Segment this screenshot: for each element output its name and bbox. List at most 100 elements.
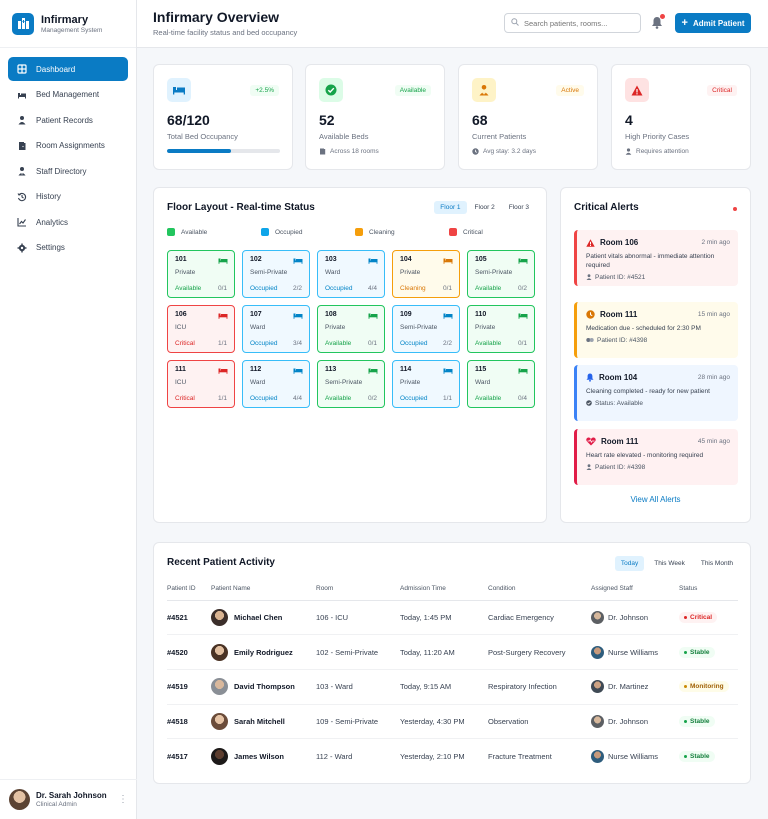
sidebar-item-bed-management[interactable]: Bed Management <box>8 83 128 107</box>
avatar <box>591 714 604 728</box>
alert-item[interactable]: Room 106 2 min ago Patient vitals abnorm… <box>574 230 738 286</box>
table-row[interactable]: #4520 Emily Rodriguez 102 - Semi-Private To… <box>167 634 738 670</box>
sidebar-item-staff-directory[interactable]: Staff Directory <box>8 159 128 183</box>
alert-message: Patient vitals abnormal - immediate atte… <box>586 253 715 269</box>
bed-icon <box>443 312 453 321</box>
status-badge: Stable <box>679 715 715 727</box>
section-title: Critical Alerts <box>574 202 639 213</box>
room-status: Occupied <box>325 285 353 292</box>
sidebar-item-settings[interactable]: Settings <box>8 236 128 260</box>
room-type: Private <box>475 324 496 331</box>
more-vertical-icon[interactable]: ⋮ <box>118 794 128 805</box>
stat-value: 68 <box>472 112 488 128</box>
admission-time-cell: Yesterday, 4:30 PM <box>400 704 488 740</box>
condition-cell: Respiratory Infection <box>488 669 591 705</box>
column-header: Admission Time <box>400 577 488 601</box>
sidebar-item-patient-records[interactable]: Patient Records <box>8 108 128 132</box>
tab-floor-3[interactable]: Floor 3 <box>508 204 529 211</box>
room-number: 113 <box>325 366 337 373</box>
stat-label: High Priority Cases <box>625 132 690 141</box>
alert-title: Room 111 <box>586 310 729 319</box>
room-card[interactable]: 104 Private Cleaning 0/1 <box>392 250 460 298</box>
room-cell: 102 - Semi-Private <box>316 634 400 670</box>
patient-id: #4519 <box>167 669 211 705</box>
room-card[interactable]: 108 Private Available 0/1 <box>317 305 385 353</box>
room-type: Semi-Private <box>250 269 288 276</box>
room-card[interactable]: 101 Private Available 0/1 <box>167 250 235 298</box>
column-header: Assigned Staff <box>591 577 679 601</box>
alert-item[interactable]: Room 104 28 min ago Cleaning completed -… <box>574 365 738 421</box>
table-row[interactable]: #4519 David Thompson 103 - Ward Today, 9:15… <box>167 669 738 705</box>
status-badge: Stable <box>679 750 715 762</box>
top-header: Infirmary Overview Real-time facility st… <box>137 0 768 48</box>
alert-title: Room 106 <box>586 238 729 247</box>
status-text: Stable <box>690 648 710 656</box>
room-type: Private <box>400 379 421 386</box>
room-occupancy: 0/1 <box>217 285 227 292</box>
stat-value: 68/120 <box>167 112 210 128</box>
room-card[interactable]: 103 Ward Occupied 4/4 <box>317 250 385 298</box>
occupancy-progress-bar <box>167 149 280 153</box>
sidebar-item-label: Room Assignments <box>36 141 105 150</box>
tab-floor-2[interactable]: Floor 2 <box>474 204 495 211</box>
room-occupancy: 4/4 <box>367 285 377 292</box>
user-profile[interactable]: Dr. Sarah Johnson Clinical Admin ⋮ <box>0 779 137 819</box>
view-all-alerts-link[interactable]: View All Alerts <box>630 495 681 504</box>
user-icon <box>625 148 632 155</box>
search-box[interactable] <box>504 13 641 33</box>
stat-label: Current Patients <box>472 132 527 141</box>
tab-this-week[interactable]: This Week <box>654 560 685 567</box>
alert-item[interactable]: Room 111 45 min ago Heart rate elevated … <box>574 429 738 485</box>
sidebar-item-room-assignments[interactable]: Room Assignments <box>8 134 128 158</box>
table-row[interactable]: #4518 Sarah Mitchell 109 - Semi-Private Yes… <box>167 704 738 740</box>
room-number: 104 <box>400 256 412 263</box>
user-name: Dr. Sarah Johnson <box>36 791 107 800</box>
sidebar-item-label: Patient Records <box>36 115 93 125</box>
history-icon <box>17 192 27 202</box>
tab-this-month[interactable]: This Month <box>700 560 733 567</box>
room-card[interactable]: 114 Private Occupied 1/1 <box>392 360 460 408</box>
tab-today[interactable]: Today <box>614 556 645 571</box>
room-card[interactable]: 115 Ward Available 0/4 <box>467 360 535 408</box>
admission-time-cell: Today, 1:45 PM <box>400 600 488 636</box>
room-card[interactable]: 109 Semi-Private Occupied 2/2 <box>392 305 460 353</box>
room-card[interactable]: 111 ICU Critical 1/1 <box>167 360 235 408</box>
progress-fill <box>167 149 232 153</box>
bed-icon <box>368 312 378 321</box>
stat-footnote: Requires attention <box>625 148 689 155</box>
room-occupancy: 1/1 <box>442 395 452 402</box>
patient-id: #4521 <box>167 600 211 636</box>
sidebar-item-history[interactable]: History <box>8 185 128 209</box>
room-card[interactable]: 102 Semi-Private Occupied 2/2 <box>242 250 310 298</box>
stat-footnote-text: Avg stay: 3.2 days <box>483 148 536 155</box>
sidebar-item-dashboard[interactable]: Dashboard <box>8 57 128 81</box>
column-header: Condition <box>488 577 591 601</box>
room-card[interactable]: 110 Private Available 0/1 <box>467 305 535 353</box>
room-card[interactable]: 112 Ward Occupied 4/4 <box>242 360 310 408</box>
alert-item[interactable]: Room 111 15 min ago Medication due - sch… <box>574 302 738 358</box>
avatar <box>591 610 604 624</box>
table-row[interactable]: #4517 James Wilson 112 - Ward Yesterday, 2:… <box>167 739 738 774</box>
room-occupancy: 0/2 <box>367 395 377 402</box>
alert-footnote: Status: Available <box>586 399 729 408</box>
room-card[interactable]: 106 ICU Critical 1/1 <box>167 305 235 353</box>
bed-icon <box>293 367 303 376</box>
admission-time-cell: Today, 9:15 AM <box>400 669 488 705</box>
alert-room: Room 111 <box>600 310 638 319</box>
room-card[interactable]: 113 Semi-Private Available 0/2 <box>317 360 385 408</box>
admit-patient-button[interactable]: + Admit Patient <box>675 13 751 33</box>
brand[interactable]: Infirmary Management System <box>0 0 136 48</box>
legend-item: Available <box>167 228 207 236</box>
legend-item: Critical <box>449 228 483 236</box>
room-card[interactable]: 105 Semi-Private Available 0/2 <box>467 250 535 298</box>
room-card[interactable]: 107 Ward Occupied 3/4 <box>242 305 310 353</box>
room-type: Semi-Private <box>475 269 513 276</box>
tab-floor-1[interactable]: Floor 1 <box>434 201 467 214</box>
search-input[interactable] <box>524 18 634 28</box>
bed-icon <box>218 257 228 266</box>
admission-time-cell: Yesterday, 2:10 PM <box>400 751 465 761</box>
table-row[interactable]: #4521 Michael Chen 106 - ICU Today, 1:45 PM… <box>167 600 738 636</box>
user-role: Clinical Admin <box>36 801 77 808</box>
sidebar-item-analytics[interactable]: Analytics <box>8 210 128 234</box>
notifications-button[interactable] <box>651 14 665 30</box>
